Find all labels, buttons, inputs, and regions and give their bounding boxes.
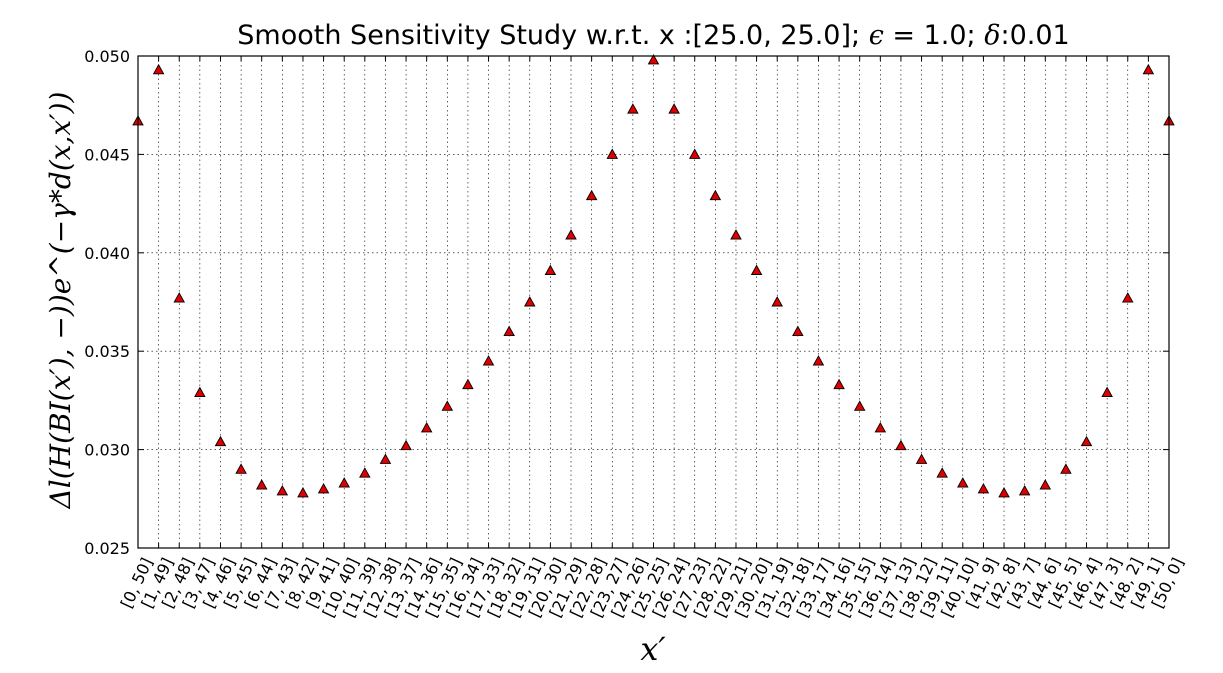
data-point: [585, 189, 598, 201]
data-point: [853, 400, 866, 411]
data-point: [771, 296, 783, 307]
data-point: [874, 422, 887, 433]
data-point: [503, 325, 515, 336]
data-point: [668, 103, 680, 114]
data-point: [812, 355, 825, 366]
data-point: [462, 378, 474, 390]
data-point: [895, 439, 907, 451]
data-point: [524, 296, 536, 307]
data-point: [235, 463, 247, 474]
data-point: [647, 54, 660, 65]
data-point: [1101, 386, 1113, 397]
y-tick-label: 0.050: [84, 47, 130, 66]
data-point: [1060, 463, 1072, 474]
data-point: [379, 453, 392, 464]
data-point: [400, 439, 412, 451]
y-axis-label: Δl(H(BI(x′), −))e^(−γ*d(x,x′)): [44, 92, 77, 510]
data-point: [338, 477, 350, 488]
data-point: [152, 63, 165, 75]
data-point: [627, 103, 639, 114]
epsilon-value: = 1.0;: [883, 20, 985, 51]
data-point: [1080, 435, 1093, 447]
data-point: [998, 486, 1010, 498]
y-tick-label: 0.035: [84, 342, 130, 361]
data-point: [194, 386, 206, 397]
data-point: [441, 400, 454, 411]
data-point: [709, 189, 722, 201]
data-point: [1121, 292, 1134, 303]
data-point: [750, 264, 763, 275]
data-point: [482, 355, 495, 366]
data-point: [915, 453, 928, 464]
data-point: [1018, 485, 1031, 496]
y-axis-label-text: Δl(H(BI(x′), −))e^(−γ*d(x,x′)): [44, 92, 77, 510]
data-point: [255, 479, 268, 490]
data-point: [1039, 479, 1052, 490]
data-point: [214, 435, 227, 447]
epsilon-symbol: ϵ: [868, 20, 884, 51]
data-point: [730, 229, 742, 240]
data-point: [359, 467, 371, 478]
chart-title-text: Smooth Sensitivity Study w.r.t. x :[25.0…: [237, 20, 869, 51]
chart-title: Smooth Sensitivity Study w.r.t. x :[25.0…: [138, 20, 1169, 51]
data-point: [833, 378, 845, 390]
data-point: [565, 229, 577, 240]
data-point: [606, 148, 619, 159]
x-axis-label: x′: [640, 630, 666, 668]
data-point: [1142, 63, 1155, 75]
data-point: [173, 292, 186, 303]
y-axis-ticks: 0.025 0.030 0.035 0.040 0.045 0.050: [84, 47, 1169, 558]
data-point: [544, 264, 557, 275]
x-axis-ticks: [0, 50][1, 49][2, 48][3, 47][4, 46][5, 4…: [117, 56, 1188, 620]
delta-value: :0.01: [1000, 20, 1070, 51]
grid: [137, 55, 1170, 549]
data-point: [688, 148, 701, 159]
y-tick-label: 0.040: [84, 244, 130, 263]
data-point: [936, 467, 948, 478]
data-point: [957, 477, 969, 488]
data-point: [297, 486, 309, 498]
data-point: [317, 483, 330, 494]
plot-frame: [137, 55, 1170, 549]
data-point: [420, 422, 433, 433]
y-tick-label: 0.045: [84, 145, 130, 164]
data-point: [977, 483, 990, 494]
delta-symbol: δ: [984, 20, 1001, 51]
y-tick-label: 0.030: [84, 441, 130, 460]
data-point: [276, 485, 289, 496]
data-point: [792, 325, 804, 336]
y-tick-label: 0.025: [84, 539, 130, 558]
